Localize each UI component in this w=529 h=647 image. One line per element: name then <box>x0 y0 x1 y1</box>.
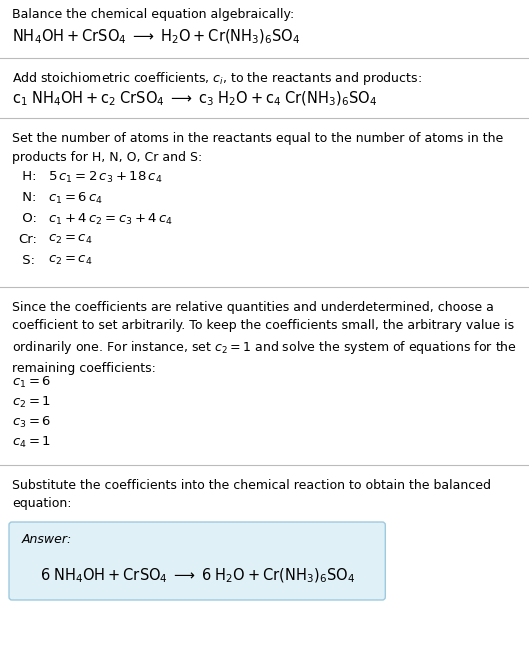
FancyBboxPatch shape <box>9 522 385 600</box>
Text: $c_2 = c_4$: $c_2 = c_4$ <box>48 233 93 246</box>
Text: O:: O: <box>18 212 37 225</box>
Text: $\mathrm{c_1\;NH_4OH + c_2\;CrSO_4 \;\longrightarrow\; c_3\;H_2O + c_4\;Cr(NH_3): $\mathrm{c_1\;NH_4OH + c_2\;CrSO_4 \;\lo… <box>12 90 377 109</box>
Text: Answer:: Answer: <box>22 533 72 546</box>
Text: Since the coefficients are relative quantities and underdetermined, choose a
coe: Since the coefficients are relative quan… <box>12 301 517 375</box>
Text: $c_2 = 1$: $c_2 = 1$ <box>12 395 51 410</box>
Text: $\mathrm{NH_4OH + CrSO_4 \;\longrightarrow\; H_2O + Cr(NH_3)_6SO_4}$: $\mathrm{NH_4OH + CrSO_4 \;\longrightarr… <box>12 28 300 47</box>
Text: $c_4 = 1$: $c_4 = 1$ <box>12 435 51 450</box>
Text: Balance the chemical equation algebraically:: Balance the chemical equation algebraica… <box>12 8 294 21</box>
Text: $c_1 = 6$: $c_1 = 6$ <box>12 375 51 390</box>
Text: S:: S: <box>18 254 35 267</box>
Text: Cr:: Cr: <box>18 233 37 246</box>
Text: $c_2 = c_4$: $c_2 = c_4$ <box>48 254 93 267</box>
Text: N:: N: <box>18 191 37 204</box>
Text: Substitute the coefficients into the chemical reaction to obtain the balanced
eq: Substitute the coefficients into the che… <box>12 479 491 510</box>
Text: H:: H: <box>18 170 37 183</box>
Text: $\mathrm{6\;NH_4OH + CrSO_4 \;\longrightarrow\; 6\;H_2O + Cr(NH_3)_6SO_4}$: $\mathrm{6\;NH_4OH + CrSO_4 \;\longright… <box>40 566 354 585</box>
Text: Set the number of atoms in the reactants equal to the number of atoms in the
pro: Set the number of atoms in the reactants… <box>12 132 503 164</box>
Text: $c_1 + 4\,c_2 = c_3 + 4\,c_4$: $c_1 + 4\,c_2 = c_3 + 4\,c_4$ <box>48 212 173 227</box>
Text: Add stoichiometric coefficients, $c_i$, to the reactants and products:: Add stoichiometric coefficients, $c_i$, … <box>12 70 422 87</box>
Text: $c_1 = 6\,c_4$: $c_1 = 6\,c_4$ <box>48 191 103 206</box>
Text: $5\,c_1 = 2\,c_3 + 18\,c_4$: $5\,c_1 = 2\,c_3 + 18\,c_4$ <box>48 170 162 185</box>
Text: $c_3 = 6$: $c_3 = 6$ <box>12 415 51 430</box>
